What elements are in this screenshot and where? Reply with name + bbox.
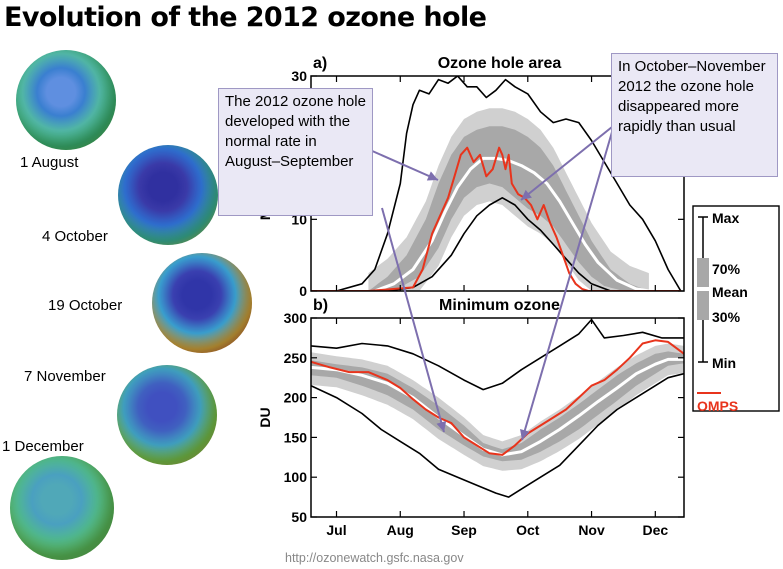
panel-letter: b) <box>313 297 328 314</box>
y-tick-label: 200 <box>284 390 308 406</box>
y-axis-label: DU <box>257 407 273 427</box>
ozone-globe-image <box>118 145 218 245</box>
x-tick-label: Dec <box>642 522 668 538</box>
series-min-line <box>311 372 684 498</box>
y-tick-label: 0 <box>299 283 307 299</box>
ozone-globe-image <box>10 456 114 560</box>
callout-arrow <box>369 149 439 181</box>
ozone-globe-image <box>16 50 116 150</box>
globe-label: 19 October <box>48 297 123 314</box>
y-tick-label: 300 <box>284 310 308 326</box>
callout-arrowhead <box>436 421 447 432</box>
callout-arrowhead <box>520 428 530 440</box>
callout-arrowhead <box>521 189 532 200</box>
legend-mean-swatch <box>697 287 709 291</box>
callout-arrowhead <box>426 171 438 181</box>
x-tick-label: Sep <box>451 522 477 538</box>
series-omps-line <box>311 339 684 456</box>
y-tick-label: 50 <box>291 509 307 525</box>
legend-label-mean: Mean <box>712 284 748 300</box>
x-tick-label: Jul <box>326 522 346 538</box>
globe-label: 7 November <box>24 368 106 385</box>
globe-label: 1 August <box>20 154 79 171</box>
chart-title: Ozone hole area <box>438 55 562 72</box>
callout-arrow <box>520 126 613 201</box>
legend-label-30: 30% <box>712 309 741 325</box>
percentile-band-30-70 <box>311 351 684 462</box>
source-url: http://ozonewatch.gsfc.nasa.gov <box>285 551 464 565</box>
x-tick-label: Aug <box>387 522 414 538</box>
x-tick-label: Oct <box>516 522 540 538</box>
callout-left: The 2012 ozone hole developed with the n… <box>218 88 373 216</box>
percentile-band-30-70 <box>368 126 649 291</box>
globe-label: 1 December <box>2 438 84 455</box>
series-max-line <box>311 76 682 291</box>
ozone-globe-image <box>117 365 217 465</box>
series-max-line <box>311 318 684 391</box>
plot-frame <box>310 317 685 518</box>
callout-arrow <box>381 207 445 433</box>
ozone-globe-image <box>152 253 252 353</box>
chart-title: Minimum ozone <box>439 297 560 314</box>
series-omps-line <box>311 146 681 291</box>
legend-label-70: 70% <box>712 261 741 277</box>
legend-label-min: Min <box>712 355 736 371</box>
panel-letter: a) <box>313 55 327 72</box>
y-tick-label: 100 <box>284 469 308 485</box>
callout-right: In October–November 2012 the ozone hole … <box>611 53 778 177</box>
legend-label-max: Max <box>712 210 739 226</box>
callout-arrow <box>521 131 613 441</box>
percentile-band-outer <box>311 343 684 471</box>
x-tick-label: Nov <box>578 522 605 538</box>
globe-label: 4 October <box>42 228 108 245</box>
y-tick-label: 250 <box>284 350 308 366</box>
legend-label-omps: OMPS <box>697 398 738 414</box>
series-mean-line <box>311 357 684 457</box>
series-mean-line <box>374 156 650 291</box>
slide-title: Evolution of the 2012 ozone hole <box>4 2 487 33</box>
y-tick-label: 150 <box>284 429 308 445</box>
y-tick-label: 30 <box>291 68 307 84</box>
